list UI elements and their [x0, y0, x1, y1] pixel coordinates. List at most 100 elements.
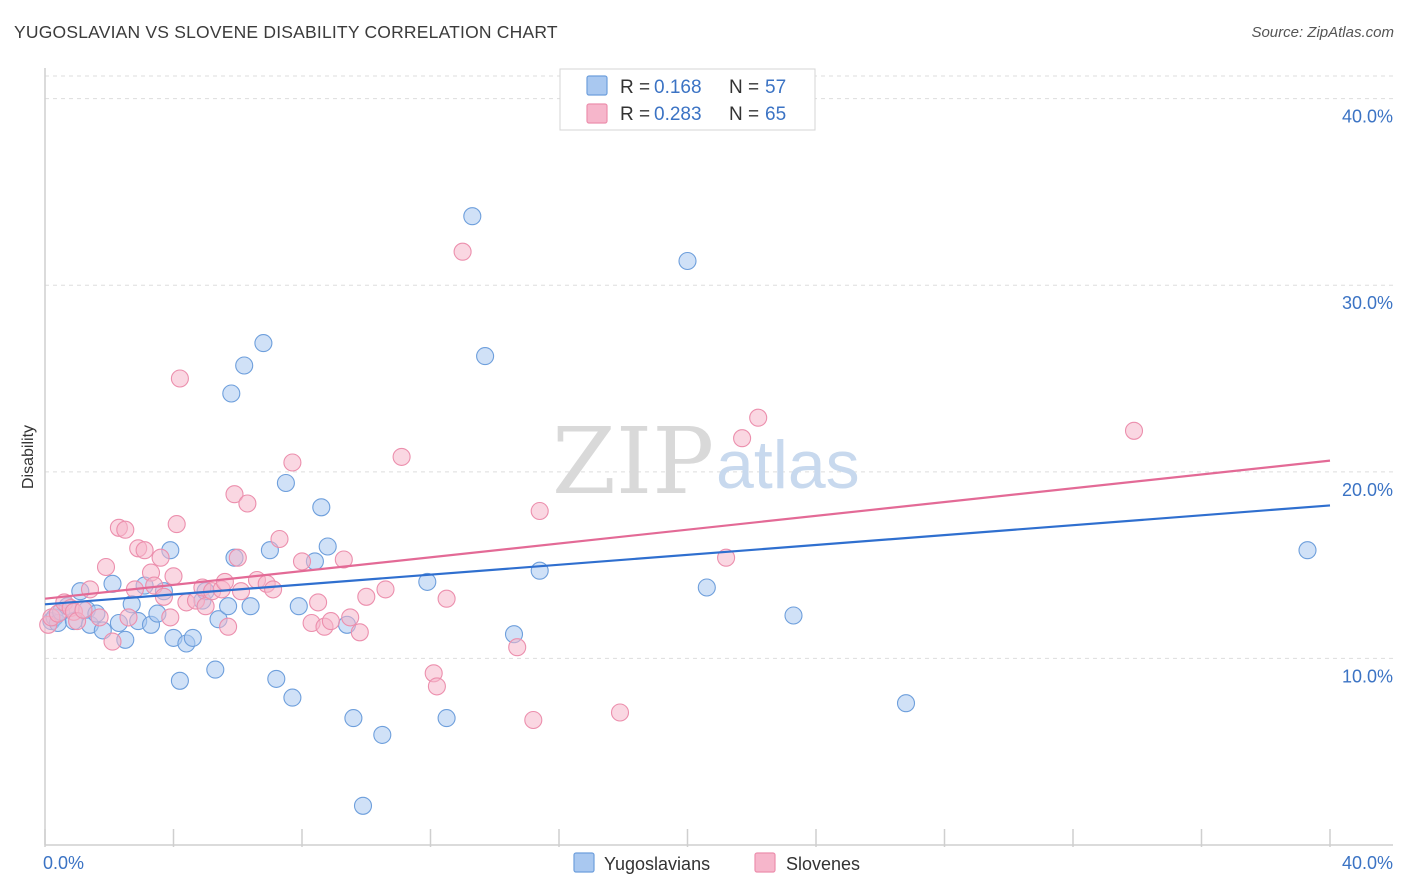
yugoslavians-point	[344, 709, 363, 728]
yugoslavians-point	[183, 628, 202, 647]
yugoslavians-point	[235, 356, 254, 375]
slovenes-point	[154, 587, 173, 606]
slovenes-point	[321, 612, 340, 631]
bottom-legend-swatch-yugoslavians	[573, 852, 595, 873]
legend-r-label-1: R =	[620, 104, 650, 125]
yugoslavians-point	[784, 606, 803, 625]
trend-line-slovenes	[44, 459, 1331, 600]
axes	[44, 68, 1393, 847]
yugoslavians-point	[170, 671, 189, 690]
slovenes-point	[196, 597, 215, 616]
slovenes-point	[357, 587, 376, 606]
slovenes-point	[341, 608, 360, 627]
yugoslavians-point	[222, 384, 241, 403]
yugoslavians-point	[267, 669, 286, 688]
slovenes-point	[116, 520, 135, 539]
slovenes-point	[309, 593, 328, 612]
yugoslavians-point	[254, 334, 273, 353]
y-tick-label: 30.0%	[1342, 293, 1393, 313]
yugoslavians-point	[373, 725, 392, 744]
legend-n-value-0: 57	[765, 77, 786, 98]
yugoslavians-point	[353, 796, 373, 815]
slovenes-point	[508, 638, 527, 657]
legend: R = 0.168 N = 57 R = 0.283 N = 65	[559, 68, 816, 131]
slovenes-point	[292, 552, 312, 571]
yugoslavians-point	[463, 207, 482, 226]
yugoslavians-point	[206, 660, 225, 679]
yugoslavians-point	[289, 597, 308, 616]
yugoslavians-point	[318, 537, 337, 556]
trend-line-yugoslavians	[44, 504, 1331, 606]
yugoslavians-point	[312, 498, 331, 517]
slovenes-point	[225, 485, 244, 504]
series-slovenes	[39, 242, 1144, 730]
slovenes-point	[264, 580, 283, 599]
legend-n-label-0: N =	[729, 77, 759, 98]
slovenes-point	[376, 580, 395, 599]
yugoslavians-point	[283, 688, 302, 707]
slovenes-point	[427, 677, 446, 696]
yugoslavians-point	[276, 473, 295, 493]
legend-swatch-slovenes	[586, 103, 608, 124]
bottom-legend: Yugoslavians Slovenes	[573, 852, 860, 874]
legend-n-label-1: N =	[729, 104, 759, 125]
slovenes-point	[103, 632, 122, 651]
slovenes-point	[610, 703, 630, 722]
y-tick-label: 20.0%	[1342, 480, 1393, 500]
yugoslavians-point	[437, 709, 456, 728]
y-axis-title: Disability	[20, 425, 37, 489]
trend-lines	[44, 459, 1331, 606]
yugoslavians-point	[418, 572, 437, 591]
x-tick-label: 0.0%	[43, 853, 84, 873]
slovenes-point	[170, 369, 189, 388]
yugoslavians-point	[1298, 541, 1317, 560]
slovenes-point	[161, 608, 180, 627]
slovenes-point	[96, 557, 116, 577]
slovenes-point	[238, 494, 257, 513]
slovenes-point	[453, 242, 472, 261]
x-tick-label: 40.0%	[1342, 853, 1393, 873]
yugoslavians-point	[241, 597, 260, 616]
y-tick-label: 40.0%	[1342, 107, 1393, 127]
slovenes-point	[215, 572, 234, 591]
slovenes-point	[231, 582, 251, 601]
slovenes-point	[530, 501, 549, 521]
yugoslavians-point	[219, 597, 238, 616]
bottom-legend-label-slovenes: Slovenes	[786, 854, 860, 874]
slovenes-point	[524, 710, 543, 730]
bottom-legend-swatch-slovenes	[754, 852, 776, 873]
yugoslavians-point	[896, 694, 916, 713]
slovenes-point	[219, 617, 238, 636]
slovenes-point	[1124, 421, 1144, 440]
legend-swatch-yugoslavians	[586, 75, 608, 96]
slovenes-point	[392, 447, 411, 466]
legend-n-value-1: 65	[765, 104, 786, 125]
yugoslavians-point	[678, 251, 697, 271]
y-tick-labels: 10.0% 20.0% 30.0% 40.0%	[1342, 107, 1393, 687]
slovenes-point	[135, 541, 154, 560]
x-tick-labels: 0.0% 40.0%	[43, 853, 1393, 873]
slovenes-point	[283, 453, 302, 472]
slovenes-point	[74, 600, 93, 619]
slovenes-point	[334, 550, 353, 569]
chart-title: YUGOSLAVIAN VS SLOVENE DISABILITY CORREL…	[14, 22, 558, 42]
watermark-zip: ZIP	[552, 408, 714, 515]
slovenes-point	[437, 589, 456, 608]
slovenes-point	[749, 408, 768, 427]
y-tick-label: 10.0%	[1342, 666, 1393, 686]
yugoslavians-point	[697, 578, 716, 597]
slovenes-point	[164, 567, 183, 586]
slovenes-point	[228, 548, 247, 567]
slovenes-point	[151, 548, 170, 567]
slovenes-point	[90, 608, 109, 627]
slovenes-point	[119, 608, 138, 627]
bottom-legend-label-yugoslavians: Yugoslavians	[604, 854, 710, 874]
legend-r-value-1: 0.283	[654, 104, 702, 125]
legend-r-label-0: R =	[620, 77, 650, 98]
slovenes-point	[350, 623, 369, 642]
slovenes-point	[270, 529, 289, 549]
slovenes-point	[733, 429, 752, 448]
yugoslavians-point	[476, 347, 495, 366]
watermark: ZIP atlas	[552, 408, 860, 515]
